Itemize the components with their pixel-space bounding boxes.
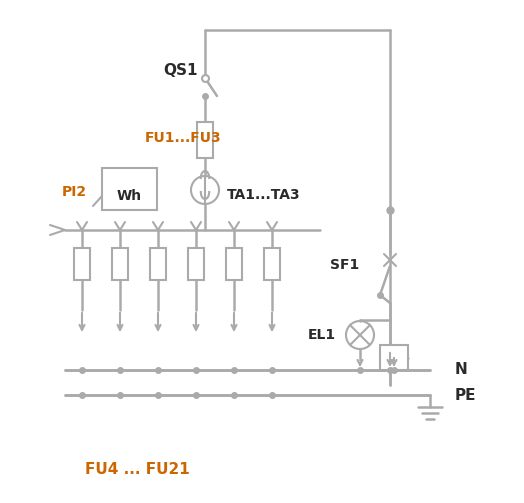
Bar xyxy=(226,248,242,280)
Bar xyxy=(264,248,280,280)
Text: PI2: PI2 xyxy=(62,185,87,199)
Bar xyxy=(150,248,166,280)
Text: PE: PE xyxy=(455,387,476,402)
Text: QS1: QS1 xyxy=(163,62,198,77)
Text: SF1: SF1 xyxy=(330,258,359,272)
Bar xyxy=(112,248,128,280)
Bar xyxy=(197,122,213,158)
Bar xyxy=(188,248,204,280)
Text: EL1: EL1 xyxy=(308,328,336,342)
Bar xyxy=(102,168,157,210)
Text: TA1...TA3: TA1...TA3 xyxy=(227,188,301,202)
Text: N: N xyxy=(455,363,468,377)
Text: FU4 ... FU21: FU4 ... FU21 xyxy=(85,462,190,477)
Bar xyxy=(380,345,408,370)
Bar xyxy=(74,248,90,280)
Text: FU1...FU3: FU1...FU3 xyxy=(145,131,222,145)
Text: Wh: Wh xyxy=(117,189,142,203)
